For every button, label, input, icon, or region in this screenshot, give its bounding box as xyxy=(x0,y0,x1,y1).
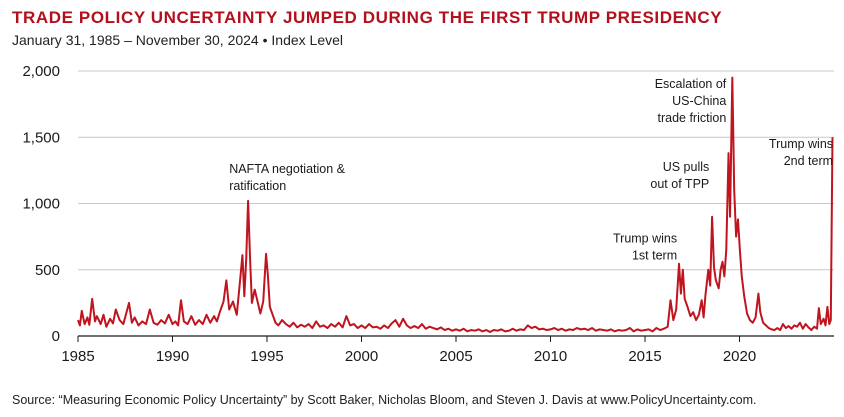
y-tick-label: 2,000 xyxy=(22,63,60,80)
x-tick-label: 2010 xyxy=(534,348,567,365)
data-series xyxy=(77,76,834,334)
y-axis-tick-labels: 0 500 1,000 1,500 2,000 xyxy=(22,63,60,345)
annotation-label: US pulls out of TPP xyxy=(650,160,709,191)
x-tick-label: 2005 xyxy=(439,348,472,365)
annotation-label: Trump wins 1st term xyxy=(613,232,677,263)
chart-subtitle: January 31, 1985 – November 30, 2024 • I… xyxy=(12,32,344,48)
x-tick-label: 2020 xyxy=(723,348,756,365)
x-tick-label: 1985 xyxy=(61,348,94,365)
y-tick-label: 500 xyxy=(35,262,60,279)
chart-title: TRADE POLICY UNCERTAINTY JUMPED DURING T… xyxy=(12,8,723,27)
annotation-label: NAFTA negotiation & ratification xyxy=(229,162,345,193)
annotations: NAFTA negotiation & ratification Trump win… xyxy=(229,77,833,262)
y-tick-label: 1,500 xyxy=(22,129,60,146)
x-axis: 1985 1990 1995 2000 2005 2010 2015 2020 xyxy=(61,335,834,365)
x-tick-label: 2015 xyxy=(628,348,661,365)
source-note: Source: “Measuring Economic Policy Uncer… xyxy=(12,393,757,407)
series-line-0 xyxy=(77,76,834,334)
y-tick-label: 0 xyxy=(52,328,60,345)
x-tick-label: 1990 xyxy=(156,348,189,365)
x-tick-label: 2000 xyxy=(345,348,378,365)
annotation-label: Escalation of US-China trade friction xyxy=(655,77,727,125)
y-tick-label: 1,000 xyxy=(22,196,60,213)
annotation-label: Trump wins 2nd term xyxy=(769,137,833,168)
x-tick-label: 1995 xyxy=(250,348,283,365)
